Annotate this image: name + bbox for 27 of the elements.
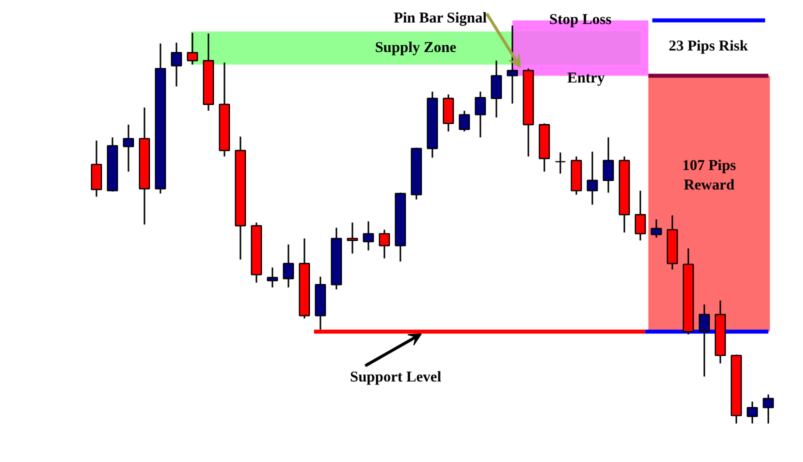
annotation: Pin Bar Signal [394,10,487,26]
candlestick [186,32,198,66]
candlestick [554,152,566,174]
ref-line-label: Entry [567,70,606,86]
candlestick [602,136,614,194]
candlestick [698,304,710,378]
candlestick [490,60,502,118]
band-label: Supply Zone [374,40,457,56]
candlestick [746,400,758,424]
candlestick [362,220,374,252]
candlestick [474,90,486,138]
candlestick [122,124,134,172]
band-label: 107 Pips Reward [682,158,736,194]
candlestick [378,228,390,260]
band-label: Stop Loss [549,12,612,28]
candlestick [282,244,294,288]
ref-line-label: Support Level [350,369,442,386]
candlestick [762,394,774,424]
candlestick [458,110,470,132]
candlestick [650,218,662,238]
candlestick [346,222,358,254]
candlestick [634,190,646,242]
candlestick [170,42,182,88]
candlestick [266,266,278,288]
annotation: 23 Pips Risk [668,38,749,55]
candlestick [586,150,598,206]
candlestick [506,24,518,104]
